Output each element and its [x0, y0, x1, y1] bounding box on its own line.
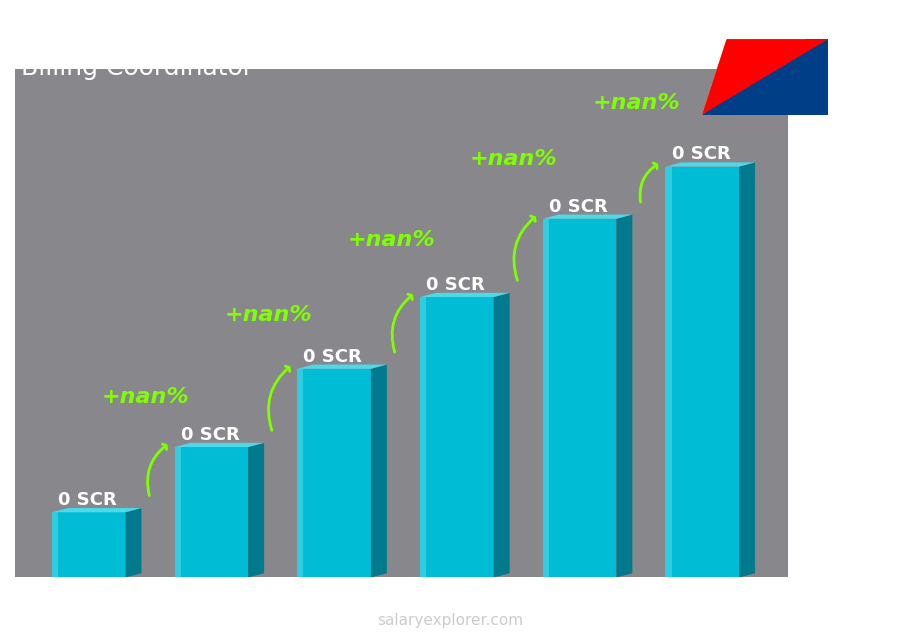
Bar [297, 369, 371, 578]
Text: 0 SCR: 0 SCR [181, 426, 239, 444]
Text: +nan%: +nan% [470, 149, 558, 169]
Polygon shape [371, 365, 387, 578]
Polygon shape [665, 162, 755, 167]
Bar [543, 219, 616, 578]
Text: +nan%: +nan% [593, 94, 680, 113]
Polygon shape [702, 39, 828, 115]
Polygon shape [420, 297, 427, 578]
Polygon shape [739, 162, 755, 578]
Text: 0 SCR: 0 SCR [303, 347, 362, 365]
Polygon shape [175, 443, 264, 447]
Polygon shape [52, 512, 58, 578]
Polygon shape [702, 39, 828, 115]
Text: +nan%: +nan% [102, 387, 190, 407]
Text: 0 SCR: 0 SCR [671, 146, 731, 163]
Polygon shape [52, 508, 141, 512]
Polygon shape [297, 365, 387, 369]
Bar [420, 297, 494, 578]
Polygon shape [543, 215, 633, 219]
Polygon shape [665, 167, 671, 578]
Text: 0 SCR: 0 SCR [549, 197, 608, 215]
Bar [52, 512, 125, 578]
Polygon shape [702, 39, 828, 115]
Bar [175, 447, 248, 578]
Text: Billing Coordinator: Billing Coordinator [21, 56, 253, 79]
Polygon shape [420, 293, 509, 297]
Text: 0 SCR: 0 SCR [427, 276, 485, 294]
Text: +nan%: +nan% [225, 305, 312, 326]
Text: salaryexplorer.com: salaryexplorer.com [377, 613, 523, 628]
Text: 0 SCR: 0 SCR [58, 491, 117, 509]
Text: Average Monthly Salary: Average Monthly Salary [857, 238, 871, 403]
Polygon shape [175, 447, 181, 578]
Polygon shape [616, 215, 633, 578]
Polygon shape [248, 443, 264, 578]
Polygon shape [543, 219, 549, 578]
Polygon shape [125, 508, 141, 578]
Text: +nan%: +nan% [347, 230, 435, 251]
Polygon shape [297, 369, 303, 578]
Text: Salary Comparison By Experience: Salary Comparison By Experience [21, 13, 756, 51]
Bar [665, 167, 739, 578]
Polygon shape [494, 293, 509, 578]
Polygon shape [702, 39, 828, 115]
Polygon shape [702, 39, 806, 115]
